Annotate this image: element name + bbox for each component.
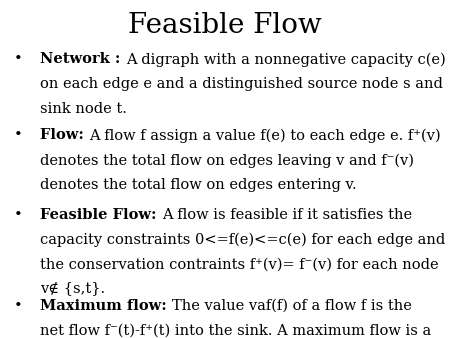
Text: •: • bbox=[14, 52, 22, 66]
Text: •: • bbox=[14, 299, 22, 313]
Text: Maximum flow:: Maximum flow: bbox=[40, 299, 172, 313]
Text: Feasible Flow: Feasible Flow bbox=[128, 12, 322, 39]
Text: capacity constraints 0<=f(e)<=c(e) for each edge and: capacity constraints 0<=f(e)<=c(e) for e… bbox=[40, 233, 446, 247]
Text: on each edge e and a distinguished source node s and: on each edge e and a distinguished sourc… bbox=[40, 77, 443, 91]
Text: Flow:: Flow: bbox=[40, 128, 90, 142]
Text: the conservation contraints f⁺(v)= f⁻(v) for each node: the conservation contraints f⁺(v)= f⁻(v)… bbox=[40, 257, 439, 271]
Text: denotes the total flow on edges entering v.: denotes the total flow on edges entering… bbox=[40, 178, 357, 192]
Text: A digraph with a nonnegative capacity c(e): A digraph with a nonnegative capacity c(… bbox=[126, 52, 446, 67]
Text: •: • bbox=[14, 208, 22, 222]
Text: sink node t.: sink node t. bbox=[40, 102, 127, 116]
Text: Feasible Flow:: Feasible Flow: bbox=[40, 208, 162, 222]
Text: Network :: Network : bbox=[40, 52, 126, 66]
Text: The value vaf(f) of a flow f is the: The value vaf(f) of a flow f is the bbox=[172, 299, 412, 313]
Text: A flow f assign a value f(e) to each edge e. f⁺(v): A flow f assign a value f(e) to each edg… bbox=[90, 128, 441, 143]
Text: A flow is feasible if it satisfies the: A flow is feasible if it satisfies the bbox=[162, 208, 412, 222]
Text: •: • bbox=[14, 128, 22, 142]
Text: denotes the total flow on edges leaving v and f⁻(v): denotes the total flow on edges leaving … bbox=[40, 153, 414, 168]
Text: net flow f⁻(t)-f⁺(t) into the sink. A maximum flow is a: net flow f⁻(t)-f⁺(t) into the sink. A ma… bbox=[40, 324, 432, 338]
Text: v∉ {s,t}.: v∉ {s,t}. bbox=[40, 282, 106, 296]
